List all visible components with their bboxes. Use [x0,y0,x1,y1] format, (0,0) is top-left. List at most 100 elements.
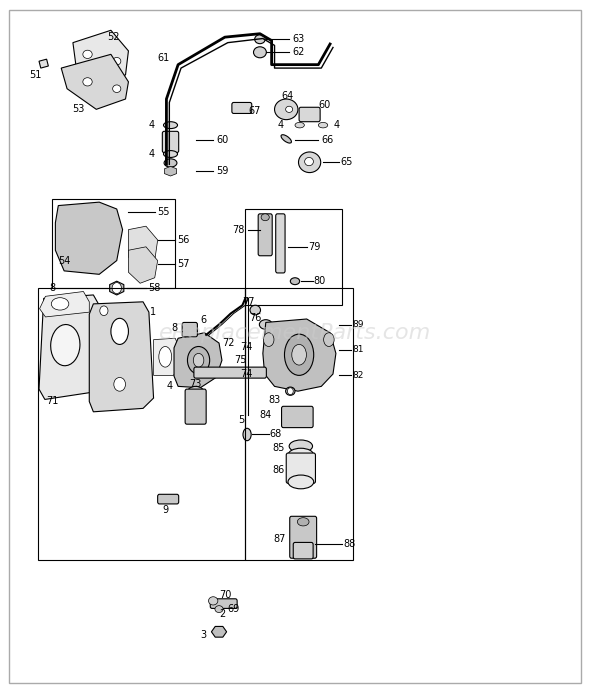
Ellipse shape [264,333,274,346]
Text: 4: 4 [149,149,155,159]
Text: 85: 85 [272,444,284,453]
Ellipse shape [255,35,265,44]
FancyBboxPatch shape [158,494,179,504]
Ellipse shape [284,334,314,376]
Text: 69: 69 [227,604,240,614]
Ellipse shape [324,333,334,346]
Ellipse shape [288,448,314,462]
Circle shape [287,388,293,394]
FancyBboxPatch shape [276,214,285,273]
Polygon shape [174,333,222,388]
Ellipse shape [83,78,92,86]
Ellipse shape [290,278,300,285]
Ellipse shape [51,324,80,366]
Ellipse shape [215,606,223,613]
Ellipse shape [281,134,291,143]
Text: 79: 79 [308,242,320,252]
Text: 55: 55 [158,207,170,218]
Text: 56: 56 [177,235,189,245]
Bar [245,288,353,560]
Bar [53,199,175,288]
Text: 89: 89 [352,320,364,329]
Text: 5: 5 [238,415,244,426]
Text: 54: 54 [58,256,71,265]
Text: 51: 51 [29,70,41,80]
Text: 2: 2 [219,609,225,619]
Text: 6: 6 [201,315,206,326]
Ellipse shape [51,298,69,310]
Polygon shape [263,319,336,391]
Ellipse shape [260,319,272,329]
Text: 52: 52 [107,32,120,42]
Circle shape [114,378,126,391]
Text: 62: 62 [292,47,304,58]
Text: 74: 74 [241,342,253,351]
Polygon shape [55,202,123,274]
FancyBboxPatch shape [290,516,317,559]
Polygon shape [89,302,153,412]
Ellipse shape [163,150,178,157]
Polygon shape [61,54,129,109]
FancyBboxPatch shape [210,599,237,608]
Text: 80: 80 [314,277,326,286]
Ellipse shape [164,159,177,167]
Text: 4: 4 [334,120,340,130]
FancyBboxPatch shape [194,367,266,378]
Text: 75: 75 [235,356,247,365]
Text: 3: 3 [200,630,206,640]
Polygon shape [153,338,178,376]
Text: 60: 60 [319,100,330,109]
Text: 81: 81 [352,345,364,354]
Text: 74: 74 [241,369,253,379]
Ellipse shape [299,152,321,173]
FancyBboxPatch shape [182,322,198,337]
Polygon shape [129,226,158,267]
Polygon shape [211,626,227,637]
Text: 71: 71 [47,396,59,406]
Ellipse shape [288,475,314,489]
Ellipse shape [286,387,295,395]
Text: 66: 66 [322,135,333,146]
Bar [245,209,342,305]
Text: 76: 76 [249,313,261,323]
Text: 8: 8 [50,283,55,293]
Text: eReplacementParts.com: eReplacementParts.com [159,323,431,343]
Text: 64: 64 [281,91,294,100]
FancyBboxPatch shape [293,543,313,559]
Polygon shape [110,281,124,295]
Ellipse shape [286,106,293,112]
Ellipse shape [159,346,172,367]
Text: 78: 78 [232,225,245,235]
Text: 57: 57 [177,259,189,269]
FancyBboxPatch shape [258,214,272,256]
Ellipse shape [261,214,269,220]
Polygon shape [39,295,99,399]
Polygon shape [165,166,176,176]
Text: 4: 4 [149,120,155,130]
Text: 87: 87 [273,534,286,544]
FancyBboxPatch shape [232,103,252,114]
Ellipse shape [274,99,298,120]
Text: 61: 61 [158,53,169,63]
Text: 4: 4 [278,120,284,130]
Polygon shape [39,59,48,68]
Ellipse shape [113,58,121,65]
Polygon shape [129,247,158,283]
Ellipse shape [187,387,204,400]
Ellipse shape [188,346,209,374]
Circle shape [100,306,108,315]
Text: 70: 70 [219,590,231,600]
Circle shape [112,283,122,294]
Text: 88: 88 [343,539,355,550]
Ellipse shape [243,428,251,441]
Ellipse shape [208,597,218,605]
Ellipse shape [292,344,306,365]
Text: 77: 77 [242,297,254,307]
Ellipse shape [297,518,309,526]
Text: 83: 83 [268,395,280,405]
Text: 63: 63 [292,34,304,44]
Ellipse shape [111,318,129,344]
Ellipse shape [289,440,313,453]
Text: 67: 67 [248,107,261,116]
Text: 1: 1 [150,307,156,317]
